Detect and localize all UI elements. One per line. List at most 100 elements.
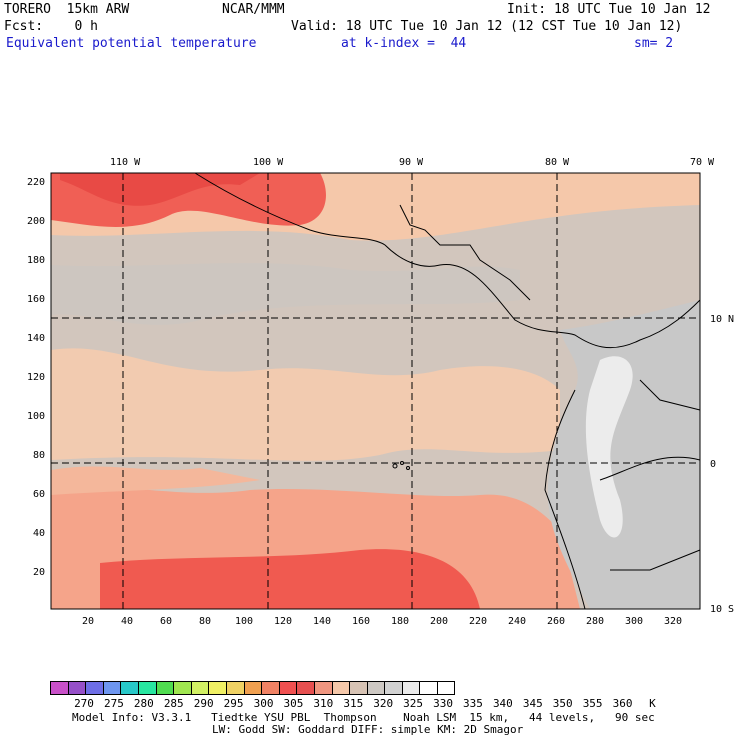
y-tick: 220 [27, 177, 45, 188]
colorbar-swatch [86, 682, 104, 694]
theta-e-contour-338 [51, 466, 260, 495]
land-south-america [547, 300, 700, 609]
valid-time: Valid: 18 UTC Tue 10 Jan 12 (12 CST Tue … [291, 19, 683, 34]
colorbar-swatch [209, 682, 227, 694]
x-tick: 200 [430, 616, 448, 625]
colorbar-label: 295 [223, 697, 244, 710]
theta-e-contour-330-low [100, 549, 480, 609]
colorbar-swatch [262, 682, 280, 694]
org-label: NCAR/MMM [222, 2, 285, 17]
x-tick: 320 [664, 616, 682, 625]
lon-label: 90 W [399, 157, 424, 168]
x-tick: 60 [160, 616, 172, 625]
theta-e-contour-340-mid [51, 348, 560, 461]
lon-label: 80 W [545, 157, 570, 168]
x-tick: 20 [82, 616, 94, 625]
colorbar-label: 325 [403, 697, 424, 710]
x-tick: 120 [274, 616, 292, 625]
top-longitude-labels: 110 W 100 W 90 W 80 W 70 W [110, 157, 715, 168]
forecast-hour: Fcst: 0 h [4, 19, 98, 34]
smoothing-label: sm= 2 [634, 36, 674, 51]
colorbar-swatch [174, 682, 192, 694]
init-time: Init: 18 UTC Tue 10 Jan 12 [507, 2, 711, 17]
colorbar-label: 300 [253, 697, 274, 710]
lat-label: 10 S [710, 604, 734, 615]
colorbar-swatch [121, 682, 139, 694]
field-name: Equivalent potential temperature [6, 36, 257, 51]
lat-label: 10 N [710, 314, 734, 325]
y-tick: 100 [27, 411, 45, 422]
y-tick: 80 [33, 450, 45, 461]
x-tick: 160 [352, 616, 370, 625]
colorbar-label: 275 [103, 697, 124, 710]
colorbar-swatch [367, 682, 386, 694]
y-tick: 60 [33, 489, 45, 500]
colorbar-swatch [156, 682, 175, 694]
model-info: Model Info: V3.3.1 Tiedtke YSU PBL Thomp… [72, 711, 655, 724]
colorbar [50, 681, 456, 695]
x-tick: 300 [625, 616, 643, 625]
y-tick: 20 [33, 567, 45, 578]
colorbar-label: 340 [492, 697, 513, 710]
x-tick: 140 [313, 616, 331, 625]
x-tick: 220 [469, 616, 487, 625]
map-frame [50, 172, 701, 610]
colorbar-swatch [420, 682, 439, 694]
lon-label: 110 W [110, 157, 141, 168]
colorbar-label: 355 [582, 697, 603, 710]
theta-e-contour-345 [51, 263, 520, 325]
colorbar-swatch [297, 682, 315, 694]
colorbar-swatch [226, 682, 245, 694]
y-tick: 160 [27, 294, 45, 305]
x-tick: 260 [547, 616, 565, 625]
lon-label: 70 W [690, 157, 715, 168]
colorbar-swatch [103, 682, 122, 694]
x-tick: 40 [121, 616, 133, 625]
map-panel: 110 W 100 W 90 W 80 W 70 W [27, 157, 734, 625]
left-axis-ticks: 220 200 180 160 140 120 100 80 60 40 20 [27, 177, 45, 578]
colorbar-label: 280 [133, 697, 154, 710]
x-tick: 280 [586, 616, 604, 625]
y-tick: 40 [33, 528, 45, 539]
colorbar-swatch [402, 682, 421, 694]
x-tick: 240 [508, 616, 526, 625]
y-tick: 180 [27, 255, 45, 266]
andes-light [585, 356, 633, 538]
colorbar-label: 290 [193, 697, 214, 710]
colorbar-label: 320 [373, 697, 394, 710]
colorbar-label: 360 [612, 697, 633, 710]
right-latitude-labels: 10 N 0 10 S [710, 314, 734, 615]
colorbar-swatch [314, 682, 333, 694]
colorbar-label: 315 [343, 697, 364, 710]
colorbar-swatch [244, 682, 263, 694]
colorbar-swatch [51, 682, 69, 694]
lat-lon-grid [51, 173, 700, 609]
colorbar-label: 270 [74, 697, 94, 710]
y-tick: 120 [27, 372, 45, 383]
colorbar-label: 330 [433, 697, 453, 710]
colorbar-label: 285 [163, 697, 184, 710]
colorbar-label: 310 [313, 697, 334, 710]
colorbar-swatch [350, 682, 368, 694]
model-title: TORERO 15km ARW [4, 2, 130, 17]
level-label: at k-index = 44 [341, 36, 467, 51]
colorbar-swatch [385, 682, 403, 694]
colorbar-swatch [279, 682, 298, 694]
x-tick: 100 [235, 616, 253, 625]
x-tick: 80 [199, 616, 211, 625]
colorbar-label: 350 [552, 697, 573, 710]
physics-info: LW: Godd SW: Goddard DIFF: simple KM: 2D… [212, 723, 524, 736]
y-tick: 140 [27, 333, 45, 344]
colorbar-label: 305 [283, 697, 304, 710]
colorbar-swatch [191, 682, 210, 694]
colorbar-label: K [649, 697, 656, 710]
bottom-axis-ticks: 20 40 60 80 100 120 140 160 180 200 220 … [82, 616, 682, 625]
colorbar-label: 345 [522, 697, 543, 710]
coastlines [194, 172, 701, 610]
y-tick: 200 [27, 216, 45, 227]
lat-label: 0 [710, 459, 716, 470]
colorbar-swatch [138, 682, 157, 694]
x-tick: 180 [391, 616, 409, 625]
lon-label: 100 W [253, 157, 284, 168]
colorbar-label: 335 [463, 697, 483, 710]
